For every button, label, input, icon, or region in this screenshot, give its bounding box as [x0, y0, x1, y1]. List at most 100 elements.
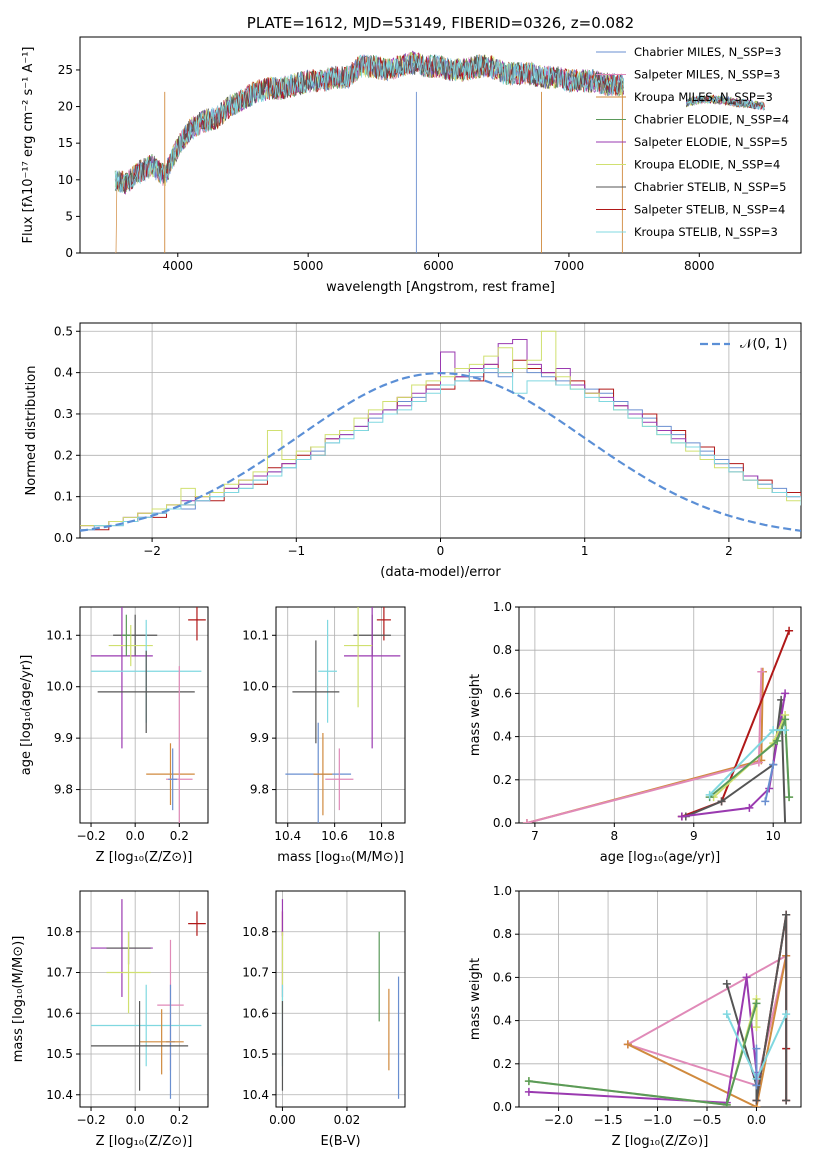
weight-marker — [717, 797, 726, 806]
weight-marker — [754, 758, 763, 767]
weight-marker — [782, 910, 791, 919]
x-tick-label: 0.0 — [126, 1113, 145, 1127]
y-tick-label: 0.0 — [493, 816, 512, 830]
x-tick-label: 0.0 — [126, 829, 145, 843]
legend-entry: Salpeter ELODIE, N_SSP=5 — [634, 135, 788, 149]
x-tick-label: 0.0 — [747, 1113, 766, 1127]
weight-marker — [752, 1023, 761, 1032]
weight-line-8 — [764, 764, 775, 802]
weight-marker — [524, 1087, 533, 1096]
weight-marker — [782, 1010, 791, 1019]
histogram-4 — [80, 367, 801, 531]
x-tick-label: 10 — [766, 829, 781, 843]
x-tick-label: 2 — [725, 544, 733, 558]
y-tick-label: 1.0 — [493, 600, 512, 614]
y-tick-label: 0.0 — [54, 531, 73, 545]
y-tick-label: 10.5 — [242, 1047, 269, 1061]
y-tick-label: 0.0 — [493, 1100, 512, 1114]
y-axis-label: Flux [fλ10⁻¹⁷ erg cm⁻² s⁻¹ A⁻¹] — [21, 47, 36, 244]
y-tick-label: 10.0 — [46, 680, 73, 694]
weight-marker — [752, 1044, 761, 1053]
y-axis-label: mass weight — [468, 958, 483, 1040]
weight-marker — [722, 1100, 731, 1107]
weight-vs-age-lines — [522, 626, 794, 823]
y-tick-label: 10.8 — [46, 925, 73, 939]
weight-vs-Z-frame — [518, 890, 802, 1108]
y-tick-label: 10.1 — [242, 628, 269, 642]
weight-marker — [677, 812, 686, 821]
x-tick-label: −1.0 — [643, 1113, 672, 1127]
x-axis-label: wavelength [Angstrom, rest frame] — [326, 280, 555, 295]
weight-marker — [522, 819, 531, 823]
weight-marker — [752, 1081, 761, 1090]
x-tick-label: −0.5 — [692, 1113, 721, 1127]
y-tick-label: 10.8 — [242, 925, 269, 939]
y-tick-label: 0.4 — [54, 366, 73, 380]
y-tick-label: 0.8 — [493, 927, 512, 941]
weight-marker — [785, 793, 794, 802]
weight-marker — [705, 790, 714, 799]
y-tick-label: 10.7 — [242, 966, 269, 980]
mass-vs-Z-grid — [80, 891, 208, 1107]
spectrum-series-8 — [114, 53, 625, 194]
weight-line-0 — [526, 671, 764, 823]
x-tick-label: 1 — [581, 544, 589, 558]
y-tick-label: 10.1 — [46, 628, 73, 642]
mass-vs-EBV-points — [281, 899, 400, 1099]
mass-vs-Z-points — [91, 899, 206, 1099]
y-tick-label: 0.2 — [54, 448, 73, 462]
weight-marker — [782, 1096, 791, 1105]
x-tick-label: 9 — [690, 829, 698, 843]
y-axis-label: age [log₁₀(age/yr)] — [19, 655, 34, 776]
mass-vs-Z-frame — [79, 890, 209, 1108]
x-tick-label: 0 — [437, 544, 445, 558]
y-tick-label: 5 — [65, 209, 73, 223]
weight-vs-age-grid — [519, 606, 801, 824]
x-axis-label: Z [log₁₀(Z/Z⊙)] — [612, 1134, 709, 1149]
x-tick-label: 4000 — [163, 259, 194, 273]
weight-vs-age-frame — [518, 606, 802, 824]
weight-line-3 — [685, 699, 787, 823]
weight-marker — [769, 760, 778, 769]
y-tick-label: 10.6 — [46, 1006, 73, 1020]
x-axis-label: mass [log₁₀(M/M⊙)] — [277, 850, 404, 865]
histogram-1 — [80, 359, 801, 531]
x-tick-label: 7 — [531, 829, 539, 843]
y-axis-label: mass [log₁₀(M/M⊙)] — [11, 936, 26, 1063]
legend-entry: Chabrier ELODIE, N_SSP=4 — [634, 113, 789, 127]
x-tick-label: 8 — [611, 829, 619, 843]
spectrum-late-series-8 — [686, 95, 765, 111]
age-vs-Z-frame — [79, 606, 209, 824]
weight-marker — [722, 1010, 731, 1019]
x-tick-label: 10.8 — [368, 829, 395, 843]
y-tick-label: 10.6 — [242, 1006, 269, 1020]
x-axis-label: Z [log₁₀(Z/Z⊙)] — [96, 1134, 193, 1149]
x-tick-label: −2 — [143, 544, 161, 558]
y-tick-label: 0.4 — [493, 730, 512, 744]
y-tick-label: 10.0 — [242, 680, 269, 694]
x-tick-label: −2.0 — [544, 1113, 573, 1127]
weight-marker — [781, 715, 790, 724]
x-tick-label: 0.02 — [334, 1113, 361, 1127]
x-axis-label: Z [log₁₀(Z/Z⊙)] — [96, 850, 193, 865]
x-tick-label: −1 — [287, 544, 305, 558]
spectrum-frame — [79, 36, 802, 254]
age-vs-Z-points — [91, 607, 206, 823]
weight-line-1 — [526, 671, 763, 823]
y-tick-label: 9.9 — [250, 731, 269, 745]
weight-marker — [757, 667, 766, 676]
y-tick-label: 0.4 — [493, 1014, 512, 1028]
age-vs-mass-points — [285, 607, 401, 823]
y-tick-label: 0.2 — [493, 1057, 512, 1071]
x-tick-label: −0.2 — [76, 829, 105, 843]
x-tick-label: 10.4 — [274, 829, 301, 843]
weight-marker — [752, 999, 761, 1008]
histogram-0 — [80, 367, 801, 531]
x-tick-label: 6000 — [423, 259, 454, 273]
weight-marker — [781, 689, 790, 698]
y-tick-label: 0.8 — [493, 643, 512, 657]
y-tick-label: 10.4 — [242, 1088, 269, 1102]
x-axis-label: E(B-V) — [320, 1134, 360, 1149]
y-tick-label: 10.4 — [46, 1088, 73, 1102]
y-tick-label: 0.2 — [493, 773, 512, 787]
